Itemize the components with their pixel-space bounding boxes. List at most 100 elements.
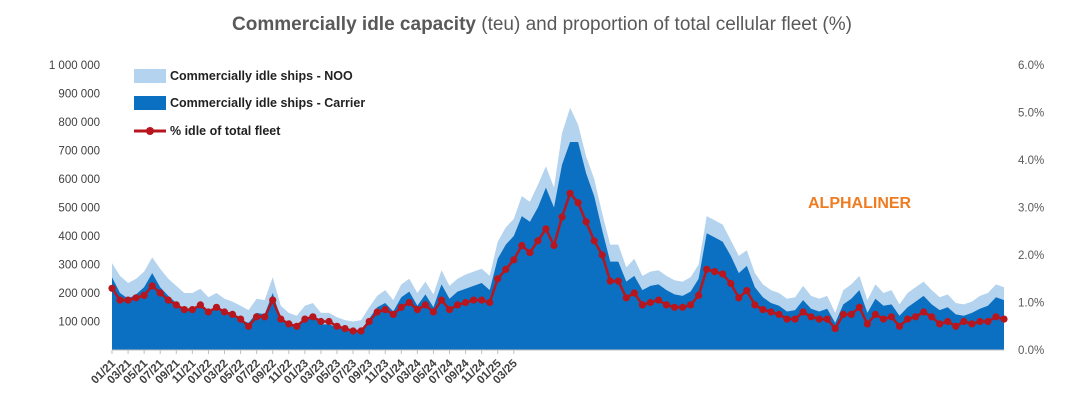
pct-point (156, 289, 164, 297)
pct-point (325, 317, 333, 326)
pct-point (638, 301, 647, 309)
pct-point (550, 241, 558, 250)
x-axis-ticks: 01/2103/2105/2107/2109/2111/2101/2203/22… (89, 350, 520, 386)
pct-point (309, 313, 317, 321)
pct-point (494, 275, 502, 283)
pct-point (566, 189, 574, 197)
pct-point (164, 296, 172, 304)
pct-point (767, 308, 775, 316)
pct-point (220, 308, 229, 316)
pct-point (510, 256, 518, 264)
pct-point (735, 294, 743, 302)
pct-point (470, 296, 478, 304)
pct-point (317, 317, 325, 326)
pct-point (453, 301, 462, 309)
pct-point (759, 306, 767, 314)
y2-tick-label: 5.0% (1018, 108, 1044, 120)
pct-point (920, 308, 928, 316)
pct-point (333, 322, 341, 330)
pct-point (670, 303, 679, 311)
pct-point (992, 313, 1000, 321)
pct-point (855, 303, 864, 311)
y-tick-label: 700 000 (58, 146, 100, 158)
pct-point (695, 291, 703, 299)
pct-point (132, 294, 140, 302)
y2-tick-label: 1.0% (1018, 298, 1044, 310)
pct-point (486, 298, 494, 307)
pct-point (831, 325, 839, 333)
pct-point (245, 322, 253, 330)
legend-swatch-carrier (134, 96, 166, 110)
pct-point (952, 322, 960, 330)
pct-point (204, 308, 212, 316)
y-tick-label: 500 000 (58, 203, 100, 215)
pct-point (928, 313, 936, 321)
pct-point (630, 289, 638, 297)
pct-point (863, 320, 872, 328)
pct-point (269, 296, 277, 304)
legend-swatch-noo (134, 69, 166, 83)
pct-point (815, 315, 823, 323)
pct-point (590, 237, 598, 245)
pct-point (293, 322, 301, 330)
pct-point (743, 287, 751, 295)
legend-label: Commercially idle ships - Carrier (170, 96, 365, 110)
pct-point (405, 298, 413, 307)
pct-point (654, 296, 663, 304)
pct-line-series (108, 189, 1008, 335)
pct-point (904, 315, 912, 323)
pct-point (116, 296, 124, 304)
pct-point (180, 306, 188, 314)
pct-point (373, 308, 381, 316)
brand-label: ALPHALINER (808, 195, 912, 212)
y-tick-label: 1 000 000 (49, 60, 100, 72)
pct-point (397, 303, 405, 311)
pct-point (727, 279, 735, 288)
y2-tick-label: 0.0% (1018, 345, 1044, 357)
pct-point (502, 265, 510, 273)
pct-point (968, 320, 976, 328)
pct-point (582, 218, 590, 226)
pct-point (622, 294, 630, 302)
legend-label: Commercially idle ships - NOO (170, 69, 353, 83)
pct-point (413, 306, 421, 314)
pct-point (598, 251, 606, 259)
pct-point (574, 199, 582, 207)
pct-point (253, 313, 261, 321)
pct-point (124, 296, 132, 304)
pct-point (140, 291, 148, 299)
pct-point (261, 313, 269, 321)
chart-title: Commercially idle capacity (teu) and pro… (0, 14, 1084, 36)
pct-point (518, 241, 526, 250)
pct-point (285, 320, 293, 328)
pct-point (839, 310, 847, 318)
pct-point (349, 327, 357, 335)
pct-point (679, 303, 687, 311)
pct-point (984, 317, 992, 326)
pct-point (172, 301, 180, 309)
pct-point (703, 265, 711, 273)
pct-point (799, 308, 807, 316)
pct-point (871, 310, 880, 318)
pct-point (791, 315, 799, 323)
pct-point (751, 301, 759, 309)
y-tick-label: 900 000 (58, 89, 100, 101)
pct-point (228, 310, 237, 318)
pct-point (212, 303, 221, 311)
legend-label: % idle of total fleet (170, 124, 281, 138)
pct-point (357, 327, 365, 335)
y-tick-label: 300 000 (58, 260, 100, 272)
pct-point (823, 315, 831, 323)
pct-point (445, 306, 454, 314)
pct-point (687, 301, 695, 309)
pct-point (936, 320, 944, 328)
pct-point (944, 317, 952, 326)
pct-point (775, 310, 783, 318)
pct-point (895, 322, 904, 330)
pct-point (365, 317, 373, 326)
y-tick-label: 600 000 (58, 174, 100, 186)
pct-point (381, 306, 389, 314)
pct-point (421, 301, 429, 309)
pct-point (614, 277, 622, 285)
